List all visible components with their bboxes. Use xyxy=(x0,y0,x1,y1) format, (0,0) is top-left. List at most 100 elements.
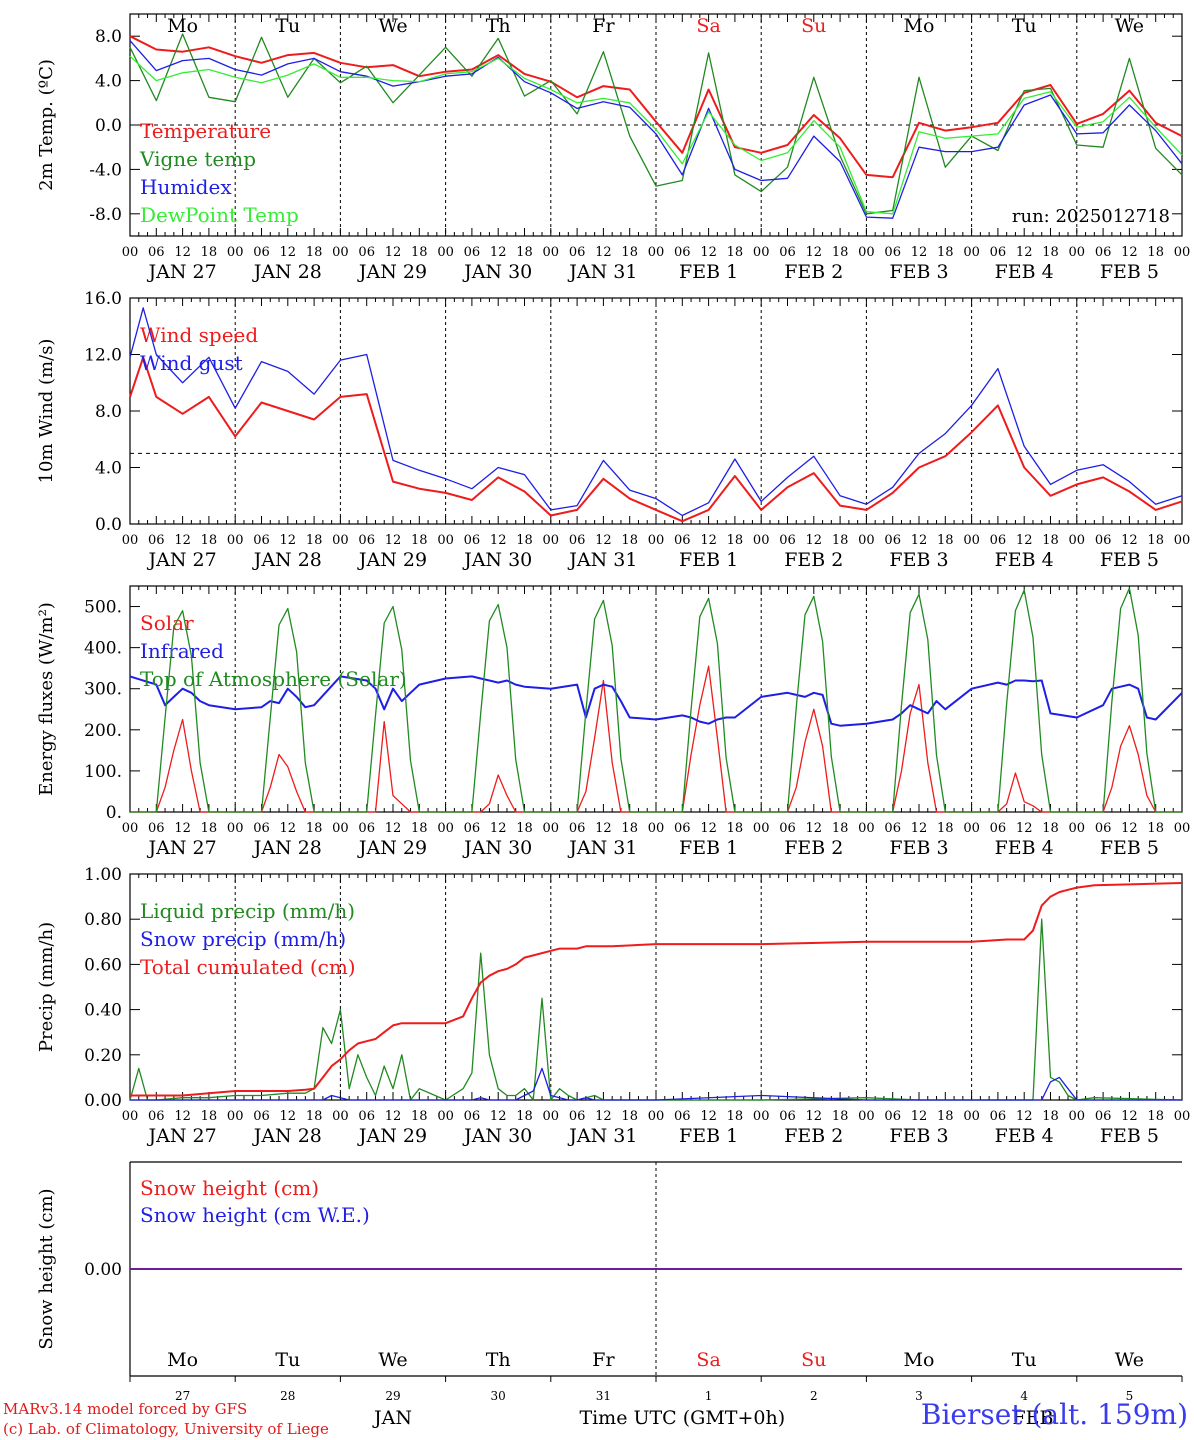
hour-tick-label: 00 xyxy=(858,533,875,548)
date-label: JAN 31 xyxy=(567,261,637,283)
hour-tick-label: 06 xyxy=(884,245,901,260)
hour-tick-label: 18 xyxy=(832,821,849,836)
hour-tick-label: 00 xyxy=(648,245,665,260)
date-label: FEB 3 xyxy=(889,549,948,571)
hour-tick-label: 18 xyxy=(411,821,428,836)
y-tick-label: 0.0 xyxy=(95,116,122,136)
date-label: FEB 5 xyxy=(1100,549,1159,571)
y-tick-label: 0. xyxy=(106,803,122,823)
lab-credit: (c) Lab. of Climatology, University of L… xyxy=(3,1420,329,1438)
hour-tick-label: 06 xyxy=(1095,245,1112,260)
hour-tick-label: 12 xyxy=(911,1109,928,1124)
weekday-label: Mo xyxy=(904,1349,935,1371)
hour-tick-label: 06 xyxy=(148,533,165,548)
hour-tick-label: 06 xyxy=(884,821,901,836)
legend-entry: Wind speed xyxy=(140,323,258,347)
hour-tick-label: 18 xyxy=(1042,245,1059,260)
date-label: FEB 2 xyxy=(784,549,843,571)
hour-tick-label: 00 xyxy=(963,245,980,260)
hour-tick-label: 00 xyxy=(332,1109,349,1124)
hour-tick-label: 18 xyxy=(937,533,954,548)
day-number-label: 3 xyxy=(915,1389,923,1403)
y-axis-label: Snow height (cm) xyxy=(36,1188,57,1349)
hour-tick-label: 06 xyxy=(464,821,481,836)
weekday-label: Su xyxy=(801,1349,826,1371)
hour-tick-label: 18 xyxy=(1147,1109,1164,1124)
hour-tick-label: 00 xyxy=(858,245,875,260)
hour-tick-label: 00 xyxy=(1069,533,1086,548)
y-tick-label: 200. xyxy=(84,721,122,741)
hour-tick-label: 12 xyxy=(490,245,507,260)
hour-tick-label: 00 xyxy=(227,245,244,260)
series-line-total-cumulated-cm- xyxy=(130,882,1183,1097)
hour-tick-label: 12 xyxy=(174,245,191,260)
hour-tick-label: 18 xyxy=(516,1109,533,1124)
hour-tick-label: 18 xyxy=(727,1109,744,1124)
series-line-wind-gust xyxy=(129,307,1183,517)
date-label: JAN 30 xyxy=(462,1125,532,1147)
day-number-label: 5 xyxy=(1126,1389,1134,1403)
date-label: FEB 1 xyxy=(679,837,738,859)
hour-tick-label: 18 xyxy=(516,245,533,260)
hour-tick-label: 18 xyxy=(621,1109,638,1124)
hour-tick-label: 18 xyxy=(516,821,533,836)
hour-tick-label: 06 xyxy=(569,821,586,836)
date-label: JAN 27 xyxy=(147,549,217,571)
hour-tick-label: 00 xyxy=(753,245,770,260)
hour-tick-label: 00 xyxy=(543,821,560,836)
hour-tick-label: 06 xyxy=(253,1109,270,1124)
day-number-label: 27 xyxy=(175,1389,190,1403)
hour-tick-label: 12 xyxy=(806,1109,823,1124)
hour-tick-label: 12 xyxy=(700,245,717,260)
hour-tick-label: 00 xyxy=(122,245,139,260)
hour-tick-label: 12 xyxy=(490,821,507,836)
hour-tick-label: 06 xyxy=(779,245,796,260)
hour-tick-label: 12 xyxy=(595,245,612,260)
date-label: JAN 29 xyxy=(357,261,427,283)
hour-tick-label: 06 xyxy=(990,245,1007,260)
hour-tick-label: 12 xyxy=(490,1109,507,1124)
weekday-label: Tu xyxy=(275,15,300,37)
y-tick-label: 0.20 xyxy=(84,1046,122,1066)
legend-entry: Snow height (cm W.E.) xyxy=(140,1203,370,1227)
date-label: FEB 4 xyxy=(995,837,1054,859)
weekday-label: Mo xyxy=(167,1349,198,1371)
hour-tick-label: 06 xyxy=(148,821,165,836)
y-axis-label: Energy fluxes (W/m²) xyxy=(36,602,57,796)
date-label: JAN 28 xyxy=(252,837,322,859)
hour-tick-label: 06 xyxy=(569,245,586,260)
legend-entry: Humidex xyxy=(140,175,232,199)
y-axis-label: 10m Wind (m/s) xyxy=(36,339,57,484)
hour-tick-label: 06 xyxy=(358,1109,375,1124)
legend-entry: Infrared xyxy=(140,639,224,663)
hour-tick-label: 00 xyxy=(1069,245,1086,260)
date-label: JAN 28 xyxy=(252,261,322,283)
date-label: FEB 1 xyxy=(679,261,738,283)
day-number-label: 2 xyxy=(810,1389,818,1403)
y-tick-label: -8.0 xyxy=(89,205,122,225)
series-line-temperature xyxy=(129,35,1183,179)
hour-tick-label: 12 xyxy=(911,245,928,260)
hour-tick-label: 12 xyxy=(806,533,823,548)
hour-tick-label: 12 xyxy=(1016,533,1033,548)
hour-tick-label: 12 xyxy=(385,245,402,260)
hour-tick-label: 00 xyxy=(543,245,560,260)
date-label: FEB 3 xyxy=(889,261,948,283)
hour-tick-label: 06 xyxy=(253,533,270,548)
hour-tick-label: 12 xyxy=(700,533,717,548)
hour-tick-label: 00 xyxy=(753,533,770,548)
weekday-label: Mo xyxy=(904,15,935,37)
hour-tick-label: 00 xyxy=(332,533,349,548)
hour-tick-label: 12 xyxy=(911,821,928,836)
hour-tick-label: 18 xyxy=(621,533,638,548)
hour-tick-label: 00 xyxy=(122,821,139,836)
date-label: FEB 1 xyxy=(679,549,738,571)
hour-tick-label: 00 xyxy=(858,821,875,836)
hour-tick-label: 12 xyxy=(280,821,297,836)
run-label: run: 2025012718 xyxy=(1012,206,1170,227)
month-label-feb: FEB xyxy=(1012,1407,1053,1429)
date-label: JAN 29 xyxy=(357,549,427,571)
hour-tick-label: 18 xyxy=(832,533,849,548)
date-label: JAN 31 xyxy=(567,837,637,859)
y-axis-label: 2m Temp. (ºC) xyxy=(36,59,57,191)
